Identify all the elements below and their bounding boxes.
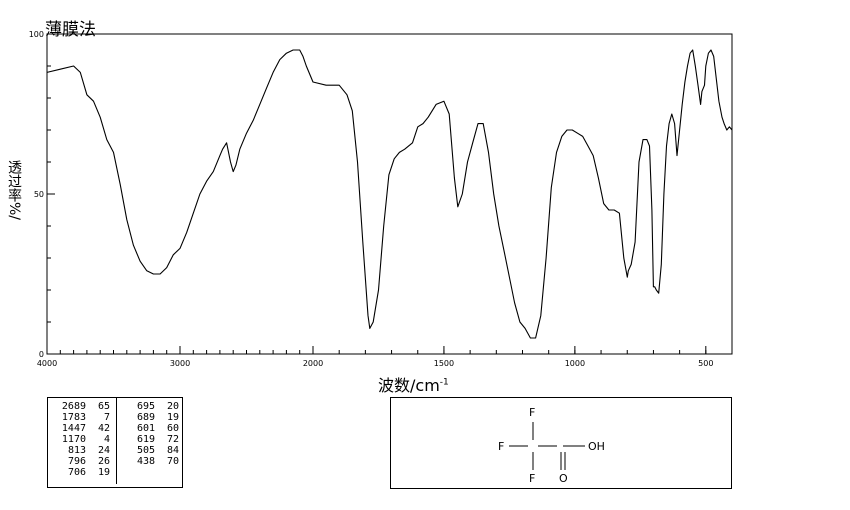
peak-transmittance: 20 xyxy=(166,401,179,412)
peak-row: 1447 42 xyxy=(48,423,116,434)
x-axis-label-superscript: -1 xyxy=(439,377,449,388)
peak-row: 601 60 xyxy=(117,423,182,434)
atom-f-left: F xyxy=(498,440,504,453)
peak-wavenumber: 438 xyxy=(136,456,155,467)
peak-transmittance: 65 xyxy=(97,401,110,412)
y-tick-label: 0 xyxy=(39,350,44,359)
y-axis-label-prefix: %/ xyxy=(6,202,22,221)
atom-f-top: F xyxy=(529,406,535,419)
peak-transmittance: 72 xyxy=(166,434,179,445)
x-tick-label: 500 xyxy=(698,359,713,368)
peak-transmittance: 24 xyxy=(97,445,110,456)
peak-transmittance: 26 xyxy=(97,456,110,467)
x-tick-label: 1500 xyxy=(434,359,454,368)
atom-o-carbonyl: O xyxy=(559,472,568,485)
peak-transmittance: 4 xyxy=(103,434,110,445)
peak-wavenumber: 796 xyxy=(67,456,86,467)
peak-row: 438 70 xyxy=(117,456,182,467)
x-axis-label-text: 波数/cm xyxy=(378,376,440,395)
peak-wavenumber: 1170 xyxy=(61,434,86,445)
peak-row: 796 26 xyxy=(48,456,116,467)
peak-wavenumber: 1783 xyxy=(61,412,86,423)
peak-transmittance: 42 xyxy=(97,423,110,434)
x-axis-label: 波数/cm-1 xyxy=(378,372,449,396)
peak-wavenumber: 1447 xyxy=(61,423,86,434)
peak-row: 1783 7 xyxy=(48,412,116,423)
peak-wavenumber: 619 xyxy=(136,434,155,445)
peak-wavenumber: 505 xyxy=(136,445,155,456)
peak-row: 689 19 xyxy=(117,412,182,423)
peak-row: 505 84 xyxy=(117,445,182,456)
peak-row: 1170 4 xyxy=(48,434,116,445)
peak-wavenumber: 706 xyxy=(67,467,86,478)
peak-transmittance: 60 xyxy=(166,423,179,434)
peak-row: 706 19 xyxy=(48,467,116,478)
plot-frame xyxy=(46,33,733,355)
x-tick-label: 3000 xyxy=(170,359,190,368)
y-tick-label: 50 xyxy=(34,190,44,199)
peak-table: 2689 65 1783 7 1447 42 1170 4 813 24 796 26 706 19 69… xyxy=(47,397,183,488)
y-axis-label: 透过率 %/ xyxy=(5,160,23,220)
y-tick-label: 100 xyxy=(29,30,44,39)
spectrum-line xyxy=(46,49,733,339)
y-axis-label-text: 透过率 xyxy=(6,160,22,202)
peak-wavenumber: 689 xyxy=(136,412,155,423)
peak-transmittance: 84 xyxy=(166,445,179,456)
trifluoroacetic-acid-structure: F F F O OH xyxy=(498,406,605,485)
peak-row: 695 20 xyxy=(117,401,182,412)
atom-oh: OH xyxy=(588,440,605,453)
peak-transmittance: 19 xyxy=(97,467,110,478)
structure-box: F F F O OH xyxy=(390,397,732,489)
x-tick-label: 2000 xyxy=(303,359,323,368)
peak-transmittance: 70 xyxy=(166,456,179,467)
peak-table-column-1: 2689 65 1783 7 1447 42 1170 4 813 24 796 26 706 19 xyxy=(48,401,116,478)
peak-table-column-2: 695 20 689 19 601 60 619 72 505 84 438 70 xyxy=(116,398,182,484)
x-tick-label: 4000 xyxy=(37,359,57,368)
atom-f-bottom: F xyxy=(529,472,535,485)
chart-title: 薄膜法 xyxy=(45,20,96,40)
peak-transmittance: 19 xyxy=(166,412,179,423)
peak-transmittance: 7 xyxy=(103,412,110,423)
peak-wavenumber: 813 xyxy=(67,445,86,456)
x-tick-label: 1000 xyxy=(565,359,585,368)
peak-row: 619 72 xyxy=(117,434,182,445)
peak-wavenumber: 695 xyxy=(136,401,155,412)
peak-row: 813 24 xyxy=(48,445,116,456)
peak-row: 2689 65 xyxy=(48,401,116,412)
ir-spectrum-chart: 4000 3000 2000 1500 1000 500 0 50 100 xyxy=(29,30,733,368)
peak-wavenumber: 2689 xyxy=(61,401,86,412)
peak-wavenumber: 601 xyxy=(136,423,155,434)
